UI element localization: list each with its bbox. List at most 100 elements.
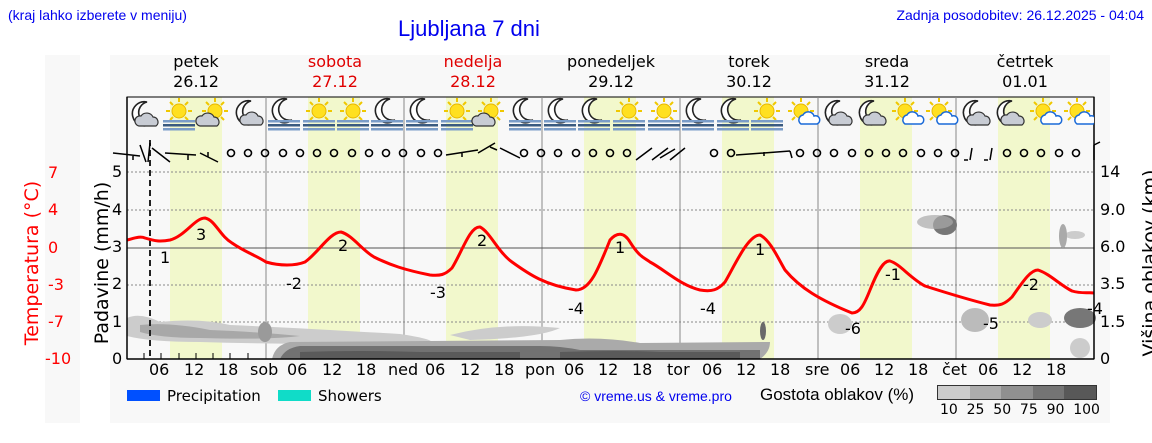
precip-tick: 1 [112, 312, 123, 331]
density-swatch-50 [1001, 386, 1033, 399]
showers-legend-label: Showers [318, 387, 382, 405]
temp-axis-panel [45, 55, 80, 423]
svg-text:3: 3 [196, 225, 206, 244]
temp-tick: -10 [45, 349, 72, 368]
day-header-nedelja: nedelja 28.12 [404, 52, 542, 92]
svg-text:2: 2 [477, 231, 487, 250]
x-tick: 06 [564, 360, 585, 379]
x-tick: 18 [494, 360, 515, 379]
x-tick: 12 [1012, 360, 1033, 379]
svg-text:1: 1 [615, 238, 625, 257]
x-tick: 06 [425, 360, 446, 379]
day-header-petek: petek 26.12 [127, 52, 265, 92]
svg-text:-5: -5 [983, 314, 999, 333]
x-tick: 18 [218, 360, 239, 379]
x-tick: sob [250, 360, 279, 379]
cloud-density-scale [937, 385, 1097, 400]
sun-cloud-icon [195, 97, 229, 127]
moon-cloud-icon [131, 100, 159, 127]
x-tick: 18 [908, 360, 929, 379]
precipitation-legend-label: Precipitation [167, 387, 261, 405]
sun-fog-icon [751, 97, 783, 131]
density-tick: 90 [1046, 402, 1065, 418]
x-tick: tor [667, 360, 690, 379]
cloud-height-tick: 1.5 [1100, 312, 1126, 331]
day-date: 28.12 [450, 72, 496, 91]
temp-tick: -7 [48, 312, 64, 331]
day-date: 31.12 [864, 72, 910, 91]
precip-tick: 5 [112, 162, 123, 181]
sun-fog-icon [441, 97, 473, 131]
svg-text:-6: -6 [845, 319, 861, 338]
moon-cloud-icon [824, 99, 853, 126]
svg-text:-3: -3 [430, 283, 446, 302]
day-header-ponedeljek: ponedeljek 29.12 [542, 52, 680, 92]
cloud-density-ticks: 10 25 50 75 90 100 [940, 402, 1100, 418]
day-date: 29.12 [588, 72, 634, 91]
cloud-height-tick: 9.0 [1100, 200, 1126, 219]
x-tick: 12 [322, 360, 343, 379]
moon-fog-icon [406, 97, 438, 131]
sun-cloud-icon [787, 97, 821, 125]
sun-cloud-icon [925, 97, 959, 125]
temperature-labels: 1 3 -2 2 -3 2 -4 1 -4 1 -6 -1 -5 -2 -4 [160, 225, 1103, 338]
moon-fog-icon [268, 97, 300, 131]
density-tick: 25 [966, 402, 985, 418]
svg-text:1: 1 [755, 240, 765, 259]
precip-tick: 2 [112, 274, 123, 293]
x-tick: 18 [1046, 360, 1067, 379]
precipitation-swatch [127, 390, 160, 401]
showers-swatch [278, 390, 311, 401]
day-name: torek [728, 52, 770, 71]
sun-cloud-icon [1029, 97, 1063, 125]
cloud-density-areas [127, 215, 1096, 359]
x-tick: 06 [978, 360, 999, 379]
x-tick: 18 [770, 360, 791, 379]
day-date: 01.01 [1002, 72, 1048, 91]
precip-tick: 3 [112, 237, 123, 256]
x-tick: pon [525, 360, 556, 379]
density-tick: 10 [940, 402, 958, 418]
last-updated: Zadnja posodobitev: 26.12.2025 - 04:04 [896, 7, 1144, 23]
x-tick: sre [805, 360, 830, 379]
density-swatch-25 [969, 386, 1002, 399]
moon-fog-icon [544, 97, 576, 131]
x-tick: 18 [356, 360, 377, 379]
density-swatch-10 [938, 386, 970, 399]
day-header-sreda: sreda 31.12 [818, 52, 956, 92]
x-tick: 12 [874, 360, 895, 379]
svg-text:-4: -4 [700, 299, 716, 318]
page-title: Ljubljana 7 dni [398, 16, 540, 41]
weather-icons-row [127, 97, 1097, 133]
day-header-torek: torek 30.12 [680, 52, 818, 92]
sun-fog-icon [337, 97, 369, 131]
cloud-density-label: Gostota oblakov (%) [760, 385, 915, 404]
x-tick: 12 [460, 360, 481, 379]
moon-fog-icon [717, 97, 749, 131]
precip-tick: 0 [112, 349, 123, 368]
x-tick: 06 [702, 360, 723, 379]
moon-cloud-icon [962, 99, 991, 126]
density-tick: 100 [1073, 402, 1100, 418]
sun-fog-icon [613, 97, 645, 131]
svg-text:-4: -4 [1087, 299, 1103, 318]
day-header-cetrtek: četrtek 01.01 [956, 52, 1094, 92]
x-tick: 12 [598, 360, 619, 379]
day-date: 27.12 [312, 72, 358, 91]
moon-fog-icon [578, 97, 610, 131]
cloud-height-tick: 3.5 [1100, 274, 1126, 293]
sun-fog-icon [303, 97, 335, 131]
density-tick: 50 [993, 402, 1012, 418]
day-name: sreda [864, 52, 910, 71]
temp-tick: 4 [48, 200, 59, 219]
credit-link[interactable]: © vreme.us & vreme.pro [580, 388, 732, 404]
svg-text:-2: -2 [1023, 275, 1039, 294]
density-tick: 75 [1019, 402, 1038, 418]
temp-tick: 7 [48, 163, 59, 182]
day-header-sobota: sobota 27.12 [266, 52, 404, 92]
cloud-height-tick: 0 [1100, 349, 1111, 368]
daylight-bands [170, 97, 1050, 359]
temp-tick: -3 [48, 275, 64, 294]
calm-wind-circles [226, 148, 1081, 158]
